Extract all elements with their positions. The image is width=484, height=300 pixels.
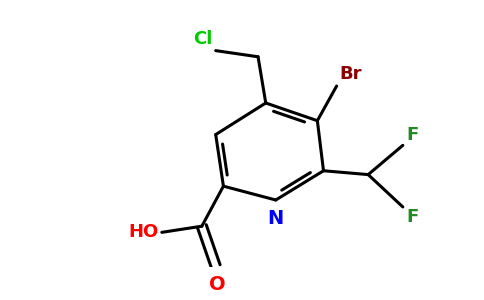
Text: F: F xyxy=(406,208,418,226)
Text: Br: Br xyxy=(340,65,362,83)
Text: N: N xyxy=(268,209,284,228)
Text: O: O xyxy=(209,275,226,295)
Text: HO: HO xyxy=(128,223,159,241)
Text: F: F xyxy=(406,126,418,144)
Text: Cl: Cl xyxy=(193,30,212,47)
